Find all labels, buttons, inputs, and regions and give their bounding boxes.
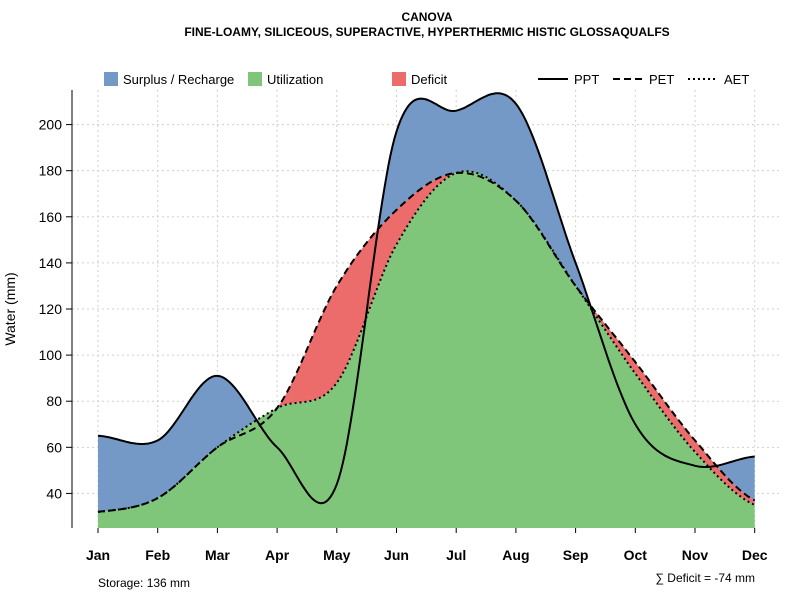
x-tick-label: Mar	[205, 547, 230, 563]
legend-swatch-surplus	[104, 72, 118, 86]
storage-annotation: Storage: 136 mm	[98, 576, 190, 590]
y-tick-label: 160	[39, 209, 63, 225]
x-tick-label: Feb	[145, 547, 170, 563]
legend-swatch-deficit	[392, 72, 406, 86]
x-tick-label: Dec	[742, 547, 768, 563]
surplus-area	[98, 93, 755, 512]
y-tick-label: 40	[46, 485, 62, 501]
x-tick-label: Aug	[502, 547, 529, 563]
y-tick-label: 100	[39, 347, 63, 363]
chart-title: CANOVA	[401, 10, 452, 24]
chart-subtitle: FINE-LOAMY, SILICEOUS, SUPERACTIVE, HYPE…	[184, 25, 669, 39]
x-tick-label: Oct	[624, 547, 648, 563]
y-tick-label: 140	[39, 255, 63, 271]
x-tick-label: Apr	[265, 547, 290, 563]
utilization-area	[98, 171, 755, 528]
deficit-total-annotation: ∑ Deficit = -74 mm	[655, 571, 755, 585]
x-tick-label: Nov	[682, 547, 709, 563]
y-tick-label: 120	[39, 301, 63, 317]
series-lines	[97, 92, 756, 513]
legend: Surplus / Recharge Utilization Deficit P…	[104, 72, 749, 87]
legend-label-surplus: Surplus / Recharge	[123, 72, 234, 87]
x-tick-label: May	[323, 547, 350, 563]
x-tick-label: Jan	[86, 547, 110, 563]
legend-swatch-utilization	[248, 72, 262, 86]
x-axis-ticks: Jan Feb Mar Apr May Jun Jul Aug Sep Oct Nov Dec	[86, 528, 768, 563]
aet-line	[97, 170, 756, 513]
y-tick-label: 180	[39, 163, 63, 179]
x-tick-label: Sep	[563, 547, 589, 563]
legend-label-deficit: Deficit	[411, 72, 448, 87]
pet-line	[97, 171, 756, 513]
legend-label-aet: AET	[724, 72, 749, 87]
legend-label-utilization: Utilization	[267, 72, 323, 87]
y-axis-ticks: 40 60 80 100 120 140 160 180 200	[39, 117, 72, 501]
legend-label-pet: PET	[649, 72, 674, 87]
y-axis-label: Water (mm)	[2, 272, 18, 345]
legend-label-ppt: PPT	[574, 72, 599, 87]
x-tick-label: Jun	[384, 547, 409, 563]
y-tick-label: 60	[46, 439, 62, 455]
area-fills	[98, 93, 755, 528]
y-tick-label: 80	[46, 393, 62, 409]
ppt-line	[97, 92, 755, 505]
x-tick-label: Jul	[446, 547, 466, 563]
y-tick-label: 200	[39, 117, 63, 133]
